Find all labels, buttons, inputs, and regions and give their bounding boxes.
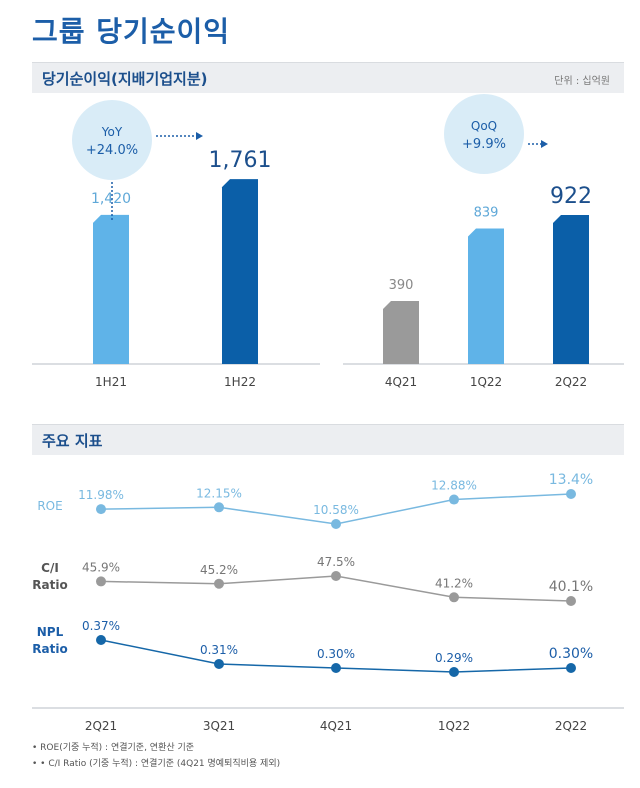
bar-4q21 <box>383 301 419 364</box>
bar-1h21 <box>93 214 129 364</box>
net-income-section-bar: 당기순이익(지배기업지분) 단위 : 십억원 <box>32 62 624 93</box>
bar-category-label-1q22: 1Q22 <box>470 375 502 389</box>
bar-1h22 <box>222 179 258 364</box>
line-category-label-2q22: 2Q22 <box>555 719 587 733</box>
unit-label: 단위 : 십억원 <box>554 76 610 87</box>
bar-value-label-1q22: 839 <box>474 205 499 220</box>
bar-2q22 <box>553 215 589 364</box>
yoy-bubble: YoY +24.0% <box>72 100 203 220</box>
series-data-label-roe-3q21: 12.15% <box>196 486 242 500</box>
series-data-label-c-i-ratio-1q22: 41.2% <box>435 576 473 590</box>
indicators-section-title: 주요 지표 <box>42 432 103 450</box>
series-data-label-c-i-ratio-2q22: 40.1% <box>549 579 593 595</box>
series-point-c-i-ratio-1q22 <box>449 592 459 603</box>
page-title: 그룹 당기순이익 <box>32 15 231 48</box>
series-data-label-npl-ratio-2q22: 0.30% <box>549 646 593 662</box>
series-data-label-roe-4q21: 10.58% <box>313 503 359 517</box>
yoy-title: YoY <box>101 125 123 139</box>
series-data-label-roe-2q21: 11.98% <box>78 488 124 502</box>
series-data-label-npl-ratio-2q21: 0.37% <box>82 619 120 633</box>
line-category-label-1q22: 1Q22 <box>438 719 470 733</box>
series-data-label-npl-ratio-4q21: 0.30% <box>317 647 355 661</box>
key-indicators-line-chart: 11.98% 12.15% 10.58% 12.88% 13.4% ROE 45.9% 45.… <box>32 472 624 733</box>
footnotes: • ROE(기중 누적) : 연결기준, 연환산 기준 • • C/I Rati… <box>32 740 280 772</box>
series-name-label-npl-ratio-0: NPL <box>37 625 64 639</box>
yoy-arrowhead <box>196 132 203 140</box>
series-point-npl-ratio-2q22 <box>566 663 576 673</box>
series-point-roe-2q22 <box>566 489 576 499</box>
bar-1q22 <box>468 228 504 364</box>
series-data-label-c-i-ratio-2q21: 45.9% <box>82 560 120 574</box>
line-category-label-3q21: 3Q21 <box>203 719 235 733</box>
bar-value-label-1h22: 1,761 <box>209 148 272 173</box>
qoq-value: +9.9% <box>462 137 506 152</box>
series-data-label-c-i-ratio-3q21: 45.2% <box>200 563 238 577</box>
footnote-ci: • • C/I Ratio (기중 누적) : 연결기준 (4Q21 명예퇴직비… <box>32 759 281 769</box>
series-point-roe-4q21 <box>331 519 341 529</box>
series-point-c-i-ratio-3q21 <box>214 578 224 589</box>
net-income-section-title: 당기순이익(지배기업지분) <box>42 70 208 88</box>
series-data-label-c-i-ratio-4q21: 47.5% <box>317 555 355 569</box>
series-name-label-c-i-ratio-0: C/I <box>41 561 59 575</box>
bar-category-label-1h21: 1H21 <box>95 375 127 389</box>
yoy-value: +24.0% <box>86 143 138 158</box>
qoq-title: QoQ <box>471 119 497 133</box>
footnote-roe: • ROE(기중 누적) : 연결기준, 연환산 기준 <box>32 743 195 753</box>
series-point-npl-ratio-2q21 <box>96 635 106 645</box>
series-data-label-npl-ratio-1q22: 0.29% <box>435 651 473 665</box>
series-point-npl-ratio-3q21 <box>214 659 224 669</box>
series-point-roe-1q22 <box>449 494 459 505</box>
bar-value-label-1h21: 1,420 <box>91 191 131 207</box>
series-point-c-i-ratio-4q21 <box>331 571 341 581</box>
series-data-label-roe-1q22: 12.88% <box>431 479 477 493</box>
series-point-npl-ratio-4q21 <box>331 663 341 673</box>
net-income-bar-chart: 1,4201H211,7611H223904Q218391Q229222Q22 … <box>32 94 624 389</box>
series-point-roe-3q21 <box>214 502 224 513</box>
series-data-label-roe-2q22: 13.4% <box>549 472 593 488</box>
indicators-section-bar: 주요 지표 <box>32 424 624 455</box>
series-name-label-roe-0: ROE <box>37 499 62 513</box>
series-data-label-npl-ratio-3q21: 0.31% <box>200 643 238 657</box>
bar-category-label-4q21: 4Q21 <box>385 375 417 389</box>
line-category-label-2q21: 2Q21 <box>85 719 117 733</box>
series-point-roe-2q21 <box>96 504 106 515</box>
qoq-arrowhead <box>541 140 548 148</box>
bar-value-label-2q22: 922 <box>550 184 592 209</box>
series-name-label-npl-ratio-1: Ratio <box>32 642 67 656</box>
bar-value-label-4q21: 390 <box>389 278 414 293</box>
series-name-label-c-i-ratio-1: Ratio <box>32 578 67 592</box>
bar-category-label-1h22: 1H22 <box>224 375 256 389</box>
qoq-bubble: QoQ +9.9% <box>444 94 548 174</box>
series-point-c-i-ratio-2q21 <box>96 576 106 587</box>
line-category-label-4q21: 4Q21 <box>320 719 352 733</box>
bar-category-label-2q22: 2Q22 <box>555 375 587 389</box>
series-point-c-i-ratio-2q22 <box>566 596 576 606</box>
series-point-npl-ratio-1q22 <box>449 667 459 677</box>
